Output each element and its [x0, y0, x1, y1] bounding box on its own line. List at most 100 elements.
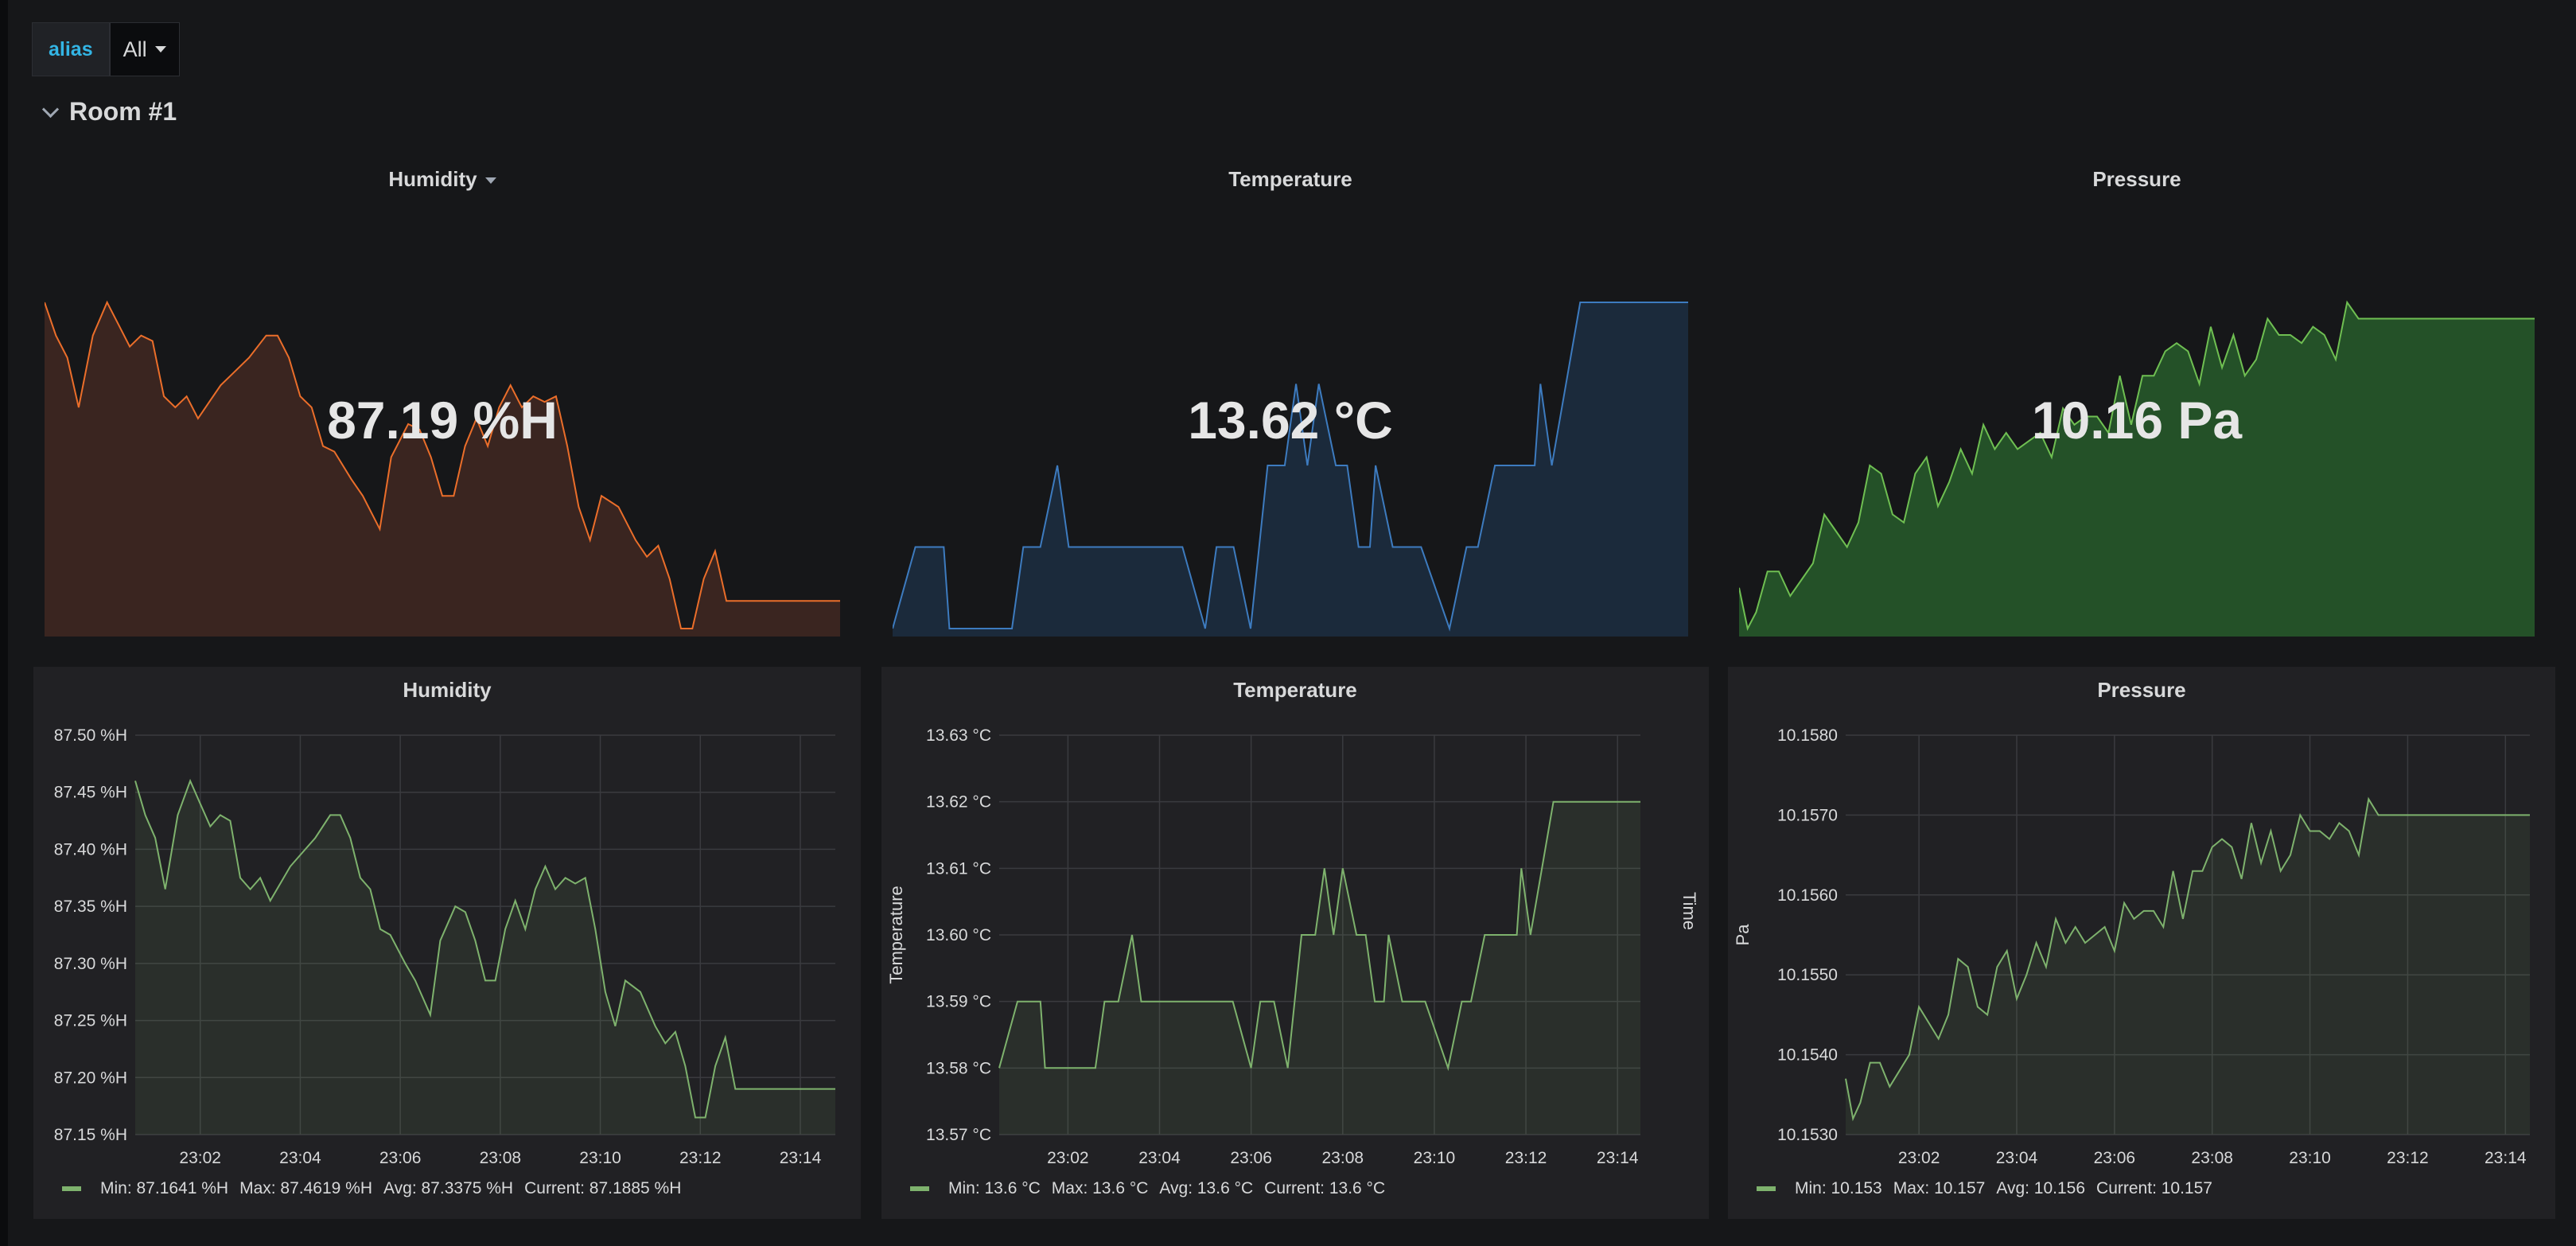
- y-tick-label: 13.63 °C: [926, 726, 991, 745]
- y-tick-label: 10.1530: [1777, 1126, 1838, 1144]
- series-line: [998, 800, 1640, 1072]
- y-axis-label: Pa: [1733, 924, 1753, 946]
- caret-down-icon: [154, 46, 166, 53]
- x-tick-label: 23:10: [2289, 1149, 2331, 1167]
- y-tick-label: 13.61 °C: [926, 859, 991, 878]
- y-tick-label: 87.20 %H: [54, 1069, 127, 1087]
- y-tick-label: 87.30 %H: [54, 955, 127, 973]
- x-tick-label: 23:12: [2387, 1149, 2429, 1167]
- series-area: [1846, 799, 2530, 1135]
- x-tick-label: 23:14: [2485, 1149, 2527, 1167]
- y-tick-label: 87.45 %H: [54, 784, 127, 802]
- pressure-stat-panel[interactable]: Pressure 10.16 Pa: [1739, 151, 2535, 644]
- legend-avg: Avg: 87.3375 %H: [383, 1179, 514, 1197]
- template-variable-bar: alias All: [32, 22, 180, 76]
- humidity-graph[interactable]: 87.15 %H 87.20 %H 87.25 %H 87.30 %H 87.35 %H…: [33, 667, 861, 1219]
- y-tick-label: 10.1580: [1777, 726, 1838, 745]
- sparkline-line: [45, 300, 840, 629]
- legend-current: Current: 10.157: [2096, 1179, 2212, 1197]
- x-tick-label: 23:04: [279, 1149, 321, 1167]
- chevron-down-icon: [41, 100, 60, 119]
- graph-legend[interactable]: Min: 10.153 Max: 10.157 Avg: 10.156 Curr…: [1757, 1179, 2212, 1198]
- right-axis-label: Time: [1679, 892, 1699, 930]
- legend-current: Current: 13.6 °C: [1264, 1179, 1386, 1197]
- x-tick-label: 23:02: [179, 1149, 221, 1167]
- panel-menu-caret-icon: [484, 177, 496, 185]
- x-tick-label: 23:08: [480, 1149, 522, 1167]
- humidity-graph-panel[interactable]: Humidity 87.15 %H 87.20 %H 87.25 %H 87.30 %…: [33, 667, 861, 1219]
- stat-value: 87.19 %H: [327, 391, 558, 450]
- temperature-stat-panel[interactable]: Temperature 13.62 °C: [893, 151, 1688, 644]
- y-tick-label: 13.59 °C: [926, 993, 991, 1011]
- sparkline-line: [893, 302, 1688, 632]
- y-tick-label: 87.35 %H: [54, 898, 127, 916]
- legend-current: Current: 87.1885 %H: [524, 1179, 682, 1197]
- pressure-graph-panel[interactable]: Pressure 10.1530 10.1540 10.1550 10.1560 10.…: [1728, 667, 2555, 1219]
- legend-avg: Avg: 10.156: [1996, 1179, 2086, 1197]
- x-tick-label: 23:10: [579, 1149, 621, 1167]
- x-tick-label: 23:14: [1597, 1149, 1639, 1167]
- dashboard-row-header[interactable]: Room #1: [41, 97, 177, 127]
- x-tick-label: 23:08: [2191, 1149, 2233, 1167]
- y-axis-label: Temperature: [886, 886, 906, 984]
- y-tick-label: 13.62 °C: [926, 793, 991, 812]
- panel-title-text: Humidity: [388, 167, 477, 191]
- pressure-graph[interactable]: 10.1530 10.1540 10.1550 10.1560 10.1570 10.15…: [1728, 667, 2555, 1219]
- legend-min: Min: 10.153: [1795, 1179, 1882, 1197]
- legend-avg: Avg: 13.6 °C: [1159, 1179, 1254, 1197]
- panel-title[interactable]: Pressure: [2092, 167, 2181, 191]
- legend-min: Min: 87.1641 %H: [100, 1179, 229, 1197]
- y-tick-label: 87.15 %H: [54, 1126, 127, 1144]
- graph-legend[interactable]: Min: 13.6 °C Max: 13.6 °C Avg: 13.6 °C C…: [910, 1179, 1385, 1198]
- sparkline-line: [1739, 300, 2535, 631]
- x-tick-label: 23:12: [1505, 1149, 1547, 1167]
- series-area: [135, 781, 835, 1135]
- y-tick-label: 13.57 °C: [926, 1126, 991, 1144]
- x-tick-label: 23:14: [780, 1149, 822, 1167]
- panel-title[interactable]: Humidity: [45, 167, 840, 192]
- y-tick-label: 10.1540: [1777, 1046, 1838, 1065]
- series-area: [999, 801, 1640, 1135]
- x-tick-label: 23:04: [1996, 1149, 2038, 1167]
- stat-value: 13.62 °C: [1188, 391, 1393, 450]
- y-tick-label: 87.40 %H: [54, 840, 127, 859]
- x-tick-label: 23:10: [1414, 1149, 1456, 1167]
- x-tick-label: 23:04: [1138, 1149, 1181, 1167]
- y-tick-label: 10.1550: [1777, 966, 1838, 984]
- series-line: [1845, 796, 2530, 1122]
- x-tick-label: 23:02: [1047, 1149, 1089, 1167]
- y-tick-label: 13.60 °C: [926, 926, 991, 944]
- y-tick-label: 13.58 °C: [926, 1059, 991, 1077]
- legend-min: Min: 13.6 °C: [948, 1179, 1041, 1197]
- stat-value: 10.16 Pa: [2031, 391, 2243, 450]
- panel-title[interactable]: Pressure: [2097, 678, 2186, 702]
- series-line: [134, 778, 835, 1119]
- variable-dropdown[interactable]: All: [109, 22, 180, 76]
- x-tick-label: 23:06: [1230, 1149, 1272, 1167]
- temperature-graph-panel[interactable]: Temperature 13.57 °C 13.58 °C 13.59 °C 13.6…: [881, 667, 1709, 1219]
- x-tick-label: 23:08: [1322, 1149, 1364, 1167]
- legend-max: Max: 87.4619 %H: [239, 1179, 373, 1197]
- y-tick-label: 87.25 %H: [54, 1012, 127, 1030]
- y-tick-label: 10.1560: [1777, 886, 1838, 905]
- series-color-swatch[interactable]: [1757, 1186, 1776, 1191]
- pressure-sparkline: [1739, 300, 2535, 637]
- x-tick-label: 23:02: [1898, 1149, 1940, 1167]
- left-edge-bar: [0, 0, 8, 1246]
- y-tick-label: 87.50 %H: [54, 726, 127, 745]
- panel-title[interactable]: Temperature: [1233, 678, 1357, 702]
- graph-legend[interactable]: Min: 87.1641 %H Max: 87.4619 %H Avg: 87.…: [62, 1179, 681, 1198]
- series-color-swatch[interactable]: [910, 1186, 929, 1191]
- panel-title[interactable]: Temperature: [1228, 167, 1352, 191]
- y-tick-label: 10.1570: [1777, 806, 1838, 824]
- sparkline-area: [1739, 302, 2535, 637]
- x-tick-label: 23:06: [379, 1149, 422, 1167]
- panel-title[interactable]: Humidity: [403, 678, 492, 702]
- sparkline-area: [45, 302, 840, 637]
- humidity-stat-panel[interactable]: Humidity 87.19 %H: [45, 151, 840, 644]
- variable-value: All: [123, 37, 147, 61]
- series-color-swatch[interactable]: [62, 1186, 81, 1191]
- temperature-graph[interactable]: 13.57 °C 13.58 °C 13.59 °C 13.60 °C 13.61 °C…: [881, 667, 1709, 1219]
- x-tick-label: 23:06: [2094, 1149, 2136, 1167]
- temperature-sparkline: [893, 302, 1688, 637]
